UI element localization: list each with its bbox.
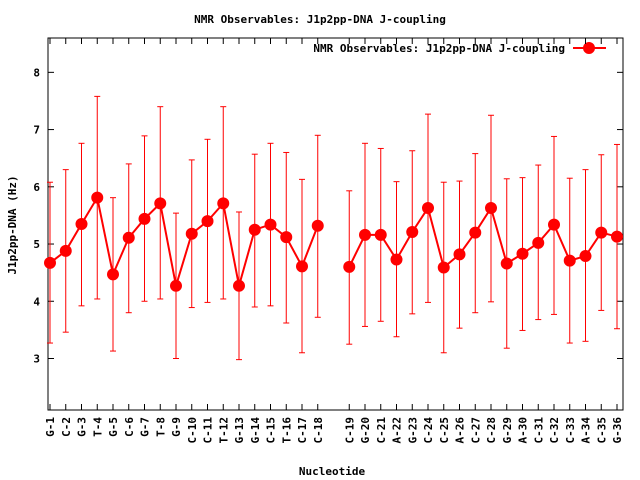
data-point bbox=[59, 244, 72, 257]
data-point bbox=[611, 230, 623, 243]
data-point bbox=[437, 261, 450, 274]
data-point bbox=[217, 197, 230, 210]
data-point bbox=[201, 215, 214, 228]
data-point bbox=[359, 228, 371, 241]
x-tick-label: C-10 bbox=[186, 417, 199, 444]
x-tick-label: G-9 bbox=[170, 417, 183, 437]
data-point bbox=[296, 260, 308, 273]
x-tick-label: G-14 bbox=[249, 417, 262, 444]
y-tick-label: 7 bbox=[33, 124, 40, 137]
data-point bbox=[154, 197, 167, 210]
data-point bbox=[500, 257, 513, 270]
data-point bbox=[122, 231, 135, 244]
x-tick-label: C-33 bbox=[564, 417, 577, 444]
y-tick-label: 8 bbox=[33, 66, 40, 79]
chart-title: NMR Observables: J1p2pp-DNA J-coupling bbox=[194, 13, 446, 26]
x-tick-label: G-5 bbox=[107, 417, 120, 437]
data-point bbox=[422, 201, 434, 214]
x-tick-label: C-19 bbox=[343, 417, 356, 444]
series-lines-group bbox=[49, 194, 618, 287]
data-point bbox=[138, 212, 151, 225]
x-tick-label: G-13 bbox=[233, 417, 246, 444]
x-tick-label: G-3 bbox=[76, 417, 89, 437]
data-point bbox=[311, 219, 324, 232]
data-point bbox=[75, 218, 88, 230]
series-line bbox=[49, 194, 319, 287]
x-tick-label: A-22 bbox=[391, 417, 404, 444]
data-point bbox=[579, 250, 592, 263]
data-point bbox=[390, 253, 403, 266]
x-tick-label: C-6 bbox=[123, 417, 136, 437]
x-tick-label: T-16 bbox=[280, 417, 293, 444]
data-point bbox=[516, 247, 529, 260]
x-tick-label: C-25 bbox=[438, 417, 451, 444]
legend-label: NMR Observables: J1p2pp-DNA J-coupling bbox=[313, 42, 565, 55]
x-tick-label: C-17 bbox=[296, 417, 309, 444]
data-point bbox=[185, 227, 198, 240]
data-point bbox=[44, 256, 56, 269]
data-point bbox=[107, 268, 119, 281]
y-tick-label: 5 bbox=[33, 238, 40, 251]
plot-frame bbox=[47, 37, 624, 411]
data-point bbox=[170, 279, 182, 292]
y-tick-label: 6 bbox=[33, 181, 40, 194]
x-tick-label: T-12 bbox=[217, 417, 230, 444]
data-point bbox=[374, 228, 387, 241]
data-point bbox=[595, 226, 608, 239]
x-tick-label: T-4 bbox=[91, 417, 104, 437]
data-point bbox=[453, 248, 466, 261]
legend-marker bbox=[583, 42, 595, 54]
x-tick-label: T-8 bbox=[154, 417, 167, 437]
y-axis-label: J1p2pp-DNA (Hz) bbox=[6, 175, 19, 274]
x-tick-label: C-27 bbox=[469, 417, 482, 444]
data-point bbox=[485, 201, 497, 214]
y-tick-label: 4 bbox=[33, 295, 40, 308]
x-tick-label: A-30 bbox=[517, 417, 530, 444]
x-tick-label: G-20 bbox=[359, 417, 372, 444]
x-tick-label: A-26 bbox=[454, 417, 467, 444]
data-point bbox=[563, 254, 576, 267]
x-tick-label: C-11 bbox=[202, 417, 215, 444]
data-point bbox=[343, 260, 356, 273]
data-point bbox=[532, 236, 545, 249]
x-tick-label: G-36 bbox=[611, 417, 624, 444]
x-tick-label: C-21 bbox=[375, 417, 388, 444]
x-tick-label: C-31 bbox=[532, 417, 545, 444]
x-tick-label: C-15 bbox=[265, 417, 278, 444]
data-point bbox=[406, 226, 419, 239]
x-tick-label: G-7 bbox=[139, 417, 152, 437]
x-tick-label: G-1 bbox=[44, 417, 57, 437]
x-tick-label: C-32 bbox=[548, 417, 561, 444]
data-point bbox=[280, 231, 293, 244]
chart-legend: NMR Observables: J1p2pp-DNA J-coupling bbox=[313, 42, 606, 55]
x-tick-label: G-23 bbox=[406, 417, 419, 444]
data-point bbox=[233, 279, 245, 292]
data-point bbox=[264, 218, 277, 231]
x-tick-label: G-29 bbox=[501, 417, 514, 444]
x-tick-label: C-2 bbox=[60, 417, 73, 437]
x-tick-label: C-35 bbox=[595, 417, 608, 444]
data-points-group bbox=[44, 191, 623, 292]
data-point bbox=[469, 226, 482, 239]
x-axis-label: Nucleotide bbox=[299, 465, 366, 478]
data-point bbox=[91, 191, 104, 204]
data-point bbox=[248, 223, 261, 236]
y-tick-label: 3 bbox=[33, 352, 40, 365]
x-tick-label: C-18 bbox=[312, 417, 325, 444]
series-line bbox=[348, 205, 618, 270]
x-tick-label: A-34 bbox=[580, 417, 593, 444]
x-tick-label: C-28 bbox=[485, 417, 498, 444]
data-point bbox=[548, 218, 560, 231]
x-tick-label: C-24 bbox=[422, 417, 435, 444]
error-bars-group bbox=[47, 95, 620, 361]
